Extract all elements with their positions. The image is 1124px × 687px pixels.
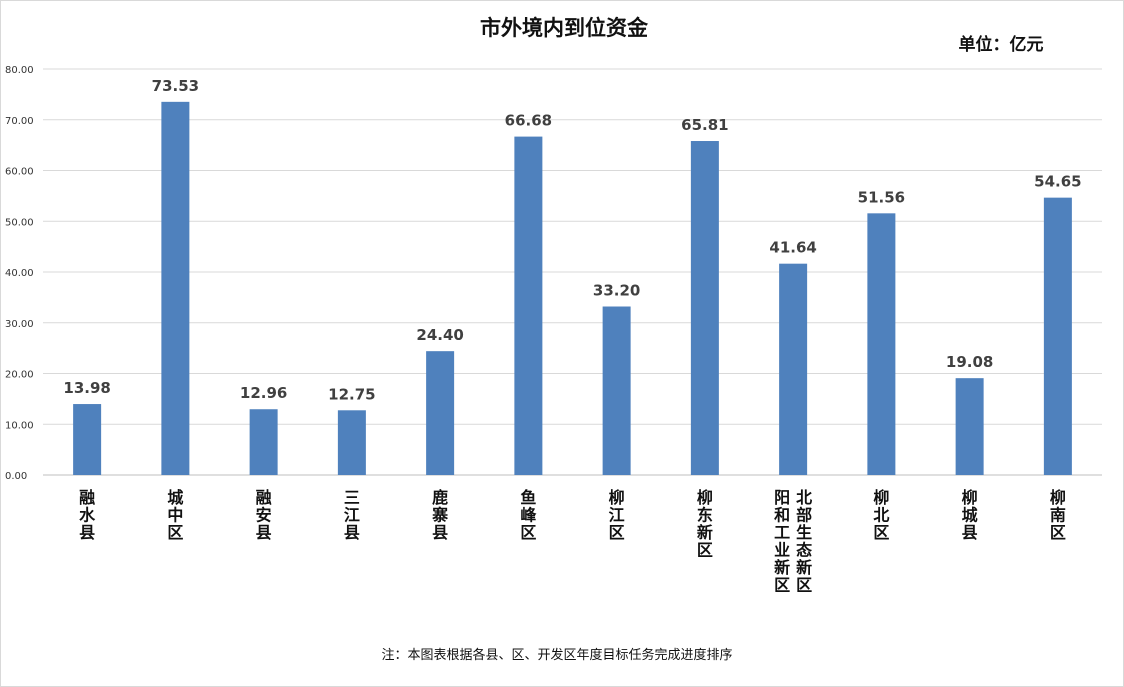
data-label: 13.98 (63, 379, 110, 397)
category-label: 柳北区 (873, 488, 889, 542)
y-tick-label: 10.00 (5, 420, 34, 431)
unit-label: 单位：亿元 (959, 34, 1044, 55)
category-label-text: 城中区 (167, 488, 183, 542)
category-label: 融安县 (256, 488, 272, 542)
data-label: 24.40 (416, 326, 463, 344)
category-label-text: 柳东新区 (697, 488, 713, 560)
bar (690, 141, 719, 475)
data-label: 51.56 (858, 188, 905, 206)
category-label-text: 柳江区 (609, 488, 625, 542)
category-label: 柳南区 (1050, 488, 1066, 542)
category-label: 柳江区 (609, 488, 625, 542)
y-axis-ticks: 0.00 10.00 20.00 30.00 40.00 50.00 60.00 70.00 8… (5, 65, 34, 482)
category-label-text: 北部生态新区 (796, 488, 812, 595)
category-label-text: 柳北区 (873, 488, 889, 542)
data-label: 12.96 (240, 384, 287, 402)
gridlines (43, 68, 1102, 476)
y-tick-label: 80.00 (5, 65, 34, 76)
category-label-text: 鱼峰区 (520, 488, 537, 542)
category-label-text: 三江县 (344, 488, 360, 542)
category-label: 融水县 (79, 488, 96, 542)
bar (161, 101, 190, 475)
data-label: 12.75 (328, 385, 375, 403)
category-label-text: 融安县 (256, 488, 272, 542)
y-tick-label: 40.00 (5, 268, 34, 279)
data-label: 54.65 (1034, 173, 1081, 191)
y-tick-label: 20.00 (5, 370, 34, 381)
bar (73, 404, 102, 475)
bar (514, 136, 543, 475)
data-label: 33.20 (593, 282, 640, 300)
category-label: 柳城县 (962, 488, 978, 542)
data-label: 66.68 (505, 112, 552, 130)
data-label: 73.53 (152, 77, 199, 95)
data-label: 19.08 (946, 353, 993, 371)
category-label-text: 阳和工业新区 (774, 488, 790, 595)
y-tick-label: 60.00 (5, 167, 34, 178)
bar (955, 378, 984, 475)
bars (73, 101, 1072, 475)
category-label: 鱼峰区 (520, 488, 537, 542)
chart-note: 注：本图表根据各县、区、开发区年度目标任务完成进度排序 (381, 647, 732, 663)
bar (1043, 197, 1072, 475)
y-tick-label: 50.00 (5, 217, 34, 228)
bar (779, 263, 808, 475)
data-label: 41.64 (769, 239, 816, 257)
category-label-text: 柳南区 (1050, 488, 1066, 542)
category-label-text: 融水县 (79, 488, 96, 542)
data-label: 65.81 (681, 116, 728, 134)
category-label: 城中区 (167, 488, 183, 542)
data-labels: 13.98 73.53 12.96 12.75 24.40 66.68 33.20 65.81… (63, 77, 1081, 403)
y-tick-label: 0.00 (5, 471, 27, 482)
category-label-text: 鹿寨县 (431, 488, 448, 542)
bar (867, 213, 896, 475)
bar (602, 306, 631, 475)
bar (337, 410, 366, 475)
bar (426, 351, 455, 475)
category-label: 三江县 (344, 488, 360, 542)
y-tick-label: 30.00 (5, 319, 34, 330)
y-tick-label: 70.00 (5, 116, 34, 127)
category-label-text: 柳城县 (962, 488, 978, 542)
bar (249, 409, 278, 475)
category-label: 鹿寨县 (431, 488, 448, 542)
chart-title: 市外境内到位资金 (480, 16, 649, 40)
category-label: 柳东新区 (697, 488, 713, 560)
